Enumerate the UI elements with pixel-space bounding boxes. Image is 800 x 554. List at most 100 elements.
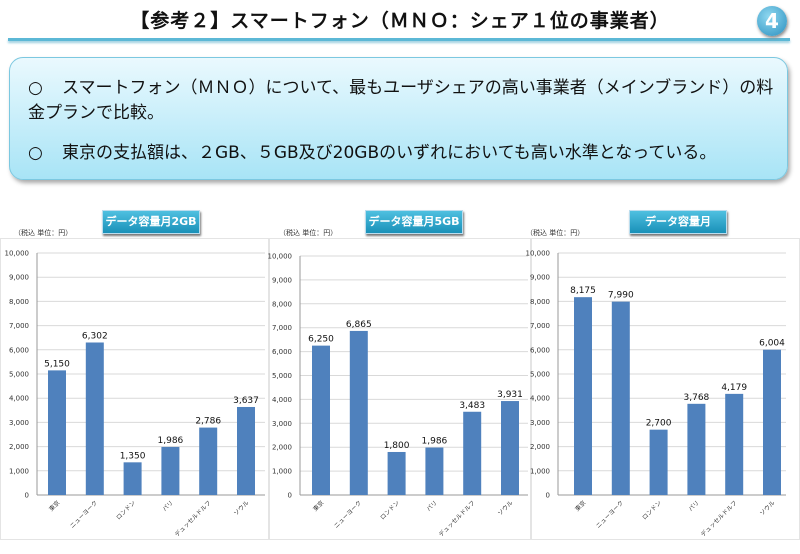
- y-tick-label: 4,000: [9, 395, 29, 403]
- y-tick-label: 2,000: [530, 443, 550, 451]
- data-label: 1,986: [422, 437, 448, 447]
- data-label: 6,004: [759, 339, 785, 349]
- y-tick-label: 9,000: [272, 276, 292, 284]
- unit-label: （税込 単位：円）: [279, 229, 338, 237]
- y-tick-label: 9,000: [530, 274, 550, 282]
- y-tick-label: 4,000: [272, 396, 292, 404]
- data-label: 7,990: [608, 291, 634, 301]
- y-tick-label: 3,000: [272, 420, 292, 428]
- y-tick-label: 4,000: [530, 395, 550, 403]
- y-tick-label: 1,000: [272, 468, 292, 476]
- x-tick-label: ソウル: [232, 499, 250, 517]
- x-tick-label: ソウル: [496, 499, 514, 517]
- bar: [48, 370, 66, 495]
- y-tick-label: 8,000: [9, 298, 29, 306]
- bar: [425, 447, 444, 495]
- y-tick-label: 5,000: [9, 371, 29, 379]
- y-tick-label: 3,000: [530, 419, 550, 427]
- x-tick-label: デュッセルドルフ: [173, 499, 213, 539]
- y-tick-label: 10,000: [5, 250, 30, 258]
- y-tick-label: 5,000: [272, 372, 292, 380]
- bar: [611, 301, 630, 495]
- y-tick-label: 6,000: [272, 348, 292, 356]
- x-tick-label: ニューヨーク: [595, 499, 625, 529]
- data-label: 6,865: [346, 320, 372, 330]
- x-tick-label: ソウル: [758, 499, 776, 517]
- x-tick-label: ロンドン: [379, 499, 401, 521]
- y-tick-label: 10,000: [526, 250, 551, 258]
- data-label: 6,250: [308, 335, 334, 345]
- y-tick-label: 0: [546, 492, 550, 500]
- x-tick-label: パリ: [425, 499, 438, 512]
- y-tick-label: 2,000: [272, 444, 292, 452]
- bar: [649, 429, 668, 495]
- data-label: 5,150: [44, 359, 70, 369]
- page-title: 【参考２】スマートフォン（ＭＮＯ：シェア１位の事業者）: [130, 10, 670, 32]
- y-tick-label: 8,000: [530, 298, 550, 306]
- y-tick-label: 6,000: [530, 346, 550, 354]
- bar: [725, 393, 744, 495]
- data-label: 8,175: [570, 286, 596, 296]
- y-tick-label: 7,000: [9, 322, 29, 330]
- data-label: 6,302: [82, 331, 108, 341]
- y-tick-label: 9,000: [9, 274, 29, 282]
- chart-title-5gb: データ容量月5GB: [365, 210, 463, 234]
- x-tick-label: 東京: [47, 499, 61, 513]
- data-label: 4,179: [721, 383, 747, 393]
- x-tick-label: ロンドン: [115, 499, 137, 521]
- x-tick-label: パリ: [161, 499, 174, 512]
- bar: [574, 297, 592, 495]
- y-tick-label: 3,000: [9, 419, 29, 427]
- x-tick-label: ロンドン: [641, 499, 663, 521]
- x-tick-label: ニューヨーク: [333, 499, 363, 529]
- bar: [763, 349, 781, 495]
- bar: [161, 446, 180, 495]
- bullet-text: スマートフォン（ＭＮＯ）について、最もユーザシェアの高い事業者（メインブランド）…: [28, 78, 774, 123]
- y-tick-label: 7,000: [530, 322, 550, 330]
- summary-box: ○ スマートフォン（ＭＮＯ）について、最もユーザシェアの高い事業者（メインブランド…: [9, 57, 788, 180]
- chart-panel-5gb: [268, 238, 532, 540]
- bar: [85, 342, 104, 495]
- x-tick-label: ニューヨーク: [69, 499, 99, 529]
- chart-title-2gb: データ容量月2GB: [102, 210, 200, 234]
- unit-label: （税込 単位：円）: [526, 229, 585, 237]
- x-tick-label: パリ: [687, 499, 700, 512]
- summary-bullet: ○ スマートフォン（ＭＮＯ）について、最もユーザシェアの高い事業者（メインブランド…: [28, 76, 778, 126]
- bar: [463, 411, 482, 495]
- x-tick-label: デュッセルドルフ: [699, 499, 739, 539]
- data-label: 2,700: [646, 419, 672, 429]
- bar: [123, 462, 142, 495]
- y-tick-label: 5,000: [530, 371, 550, 379]
- chart-panel-2gb: [0, 238, 270, 540]
- bar: [687, 403, 706, 495]
- y-tick-label: 10,000: [268, 253, 293, 261]
- y-tick-label: 0: [25, 492, 29, 500]
- data-label: 1,986: [158, 436, 184, 446]
- bar: [199, 427, 218, 495]
- summary-bullet: ○ 東京の支払額は、２GB、５GB及び20GBのいずれにおいても高い水準となってい…: [28, 141, 778, 166]
- unit-label: （税込 単位：円）: [14, 229, 73, 237]
- chart-title-20gb: データ容量月20GB: [629, 210, 727, 250]
- bullet-mark: ○: [28, 143, 43, 163]
- data-label: 3,931: [497, 390, 523, 400]
- y-tick-label: 2,000: [9, 443, 29, 451]
- y-tick-label: 6,000: [9, 346, 29, 354]
- page-number-badge: 4: [757, 6, 787, 36]
- bar: [237, 406, 255, 495]
- data-label: 1,800: [384, 441, 410, 451]
- data-label: 3,637: [233, 396, 259, 406]
- y-tick-label: 1,000: [530, 467, 550, 475]
- bullet-mark: ○: [28, 78, 43, 98]
- bullet-text: 東京の支払額は、２GB、５GB及び20GBのいずれにおいても高い水準となっている…: [62, 143, 717, 163]
- y-tick-label: 7,000: [272, 324, 292, 332]
- y-tick-label: 0: [288, 492, 292, 500]
- bar: [349, 330, 368, 495]
- data-label: 2,786: [195, 417, 221, 427]
- y-tick-label: 8,000: [272, 300, 292, 308]
- bar: [501, 401, 519, 495]
- x-tick-label: 東京: [311, 499, 325, 513]
- x-tick-label: 東京: [573, 499, 587, 513]
- data-label: 3,768: [684, 393, 710, 403]
- title-divider: [8, 38, 790, 41]
